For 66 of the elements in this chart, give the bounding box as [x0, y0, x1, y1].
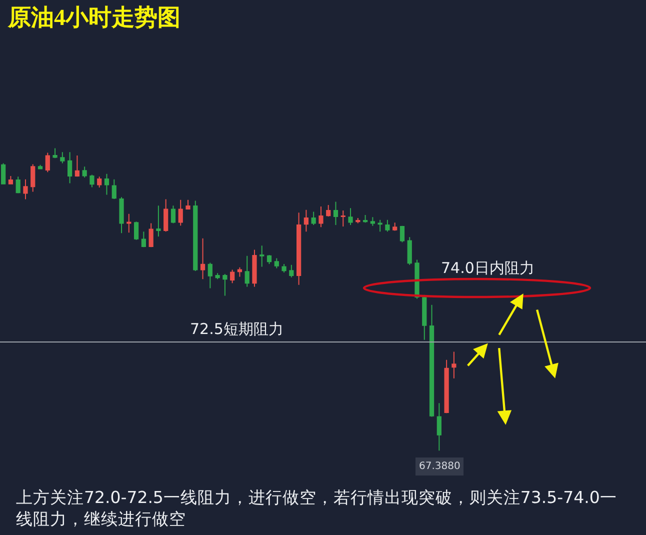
- candlestick: [164, 198, 168, 232]
- ref-line-label: 72.5短期阻力: [190, 320, 284, 338]
- candlestick: [156, 205, 161, 237]
- candlestick: [74, 154, 80, 178]
- candlestick: [244, 255, 250, 288]
- candlestick: [378, 219, 382, 232]
- candlestick: [68, 152, 72, 184]
- candlestick: [170, 205, 176, 224]
- candlestick: [52, 148, 58, 159]
- candlestick: [60, 152, 65, 164]
- candlestick: [429, 304, 434, 418]
- candlestick: [348, 208, 353, 226]
- candlestick: [178, 199, 183, 226]
- candlestick: [407, 236, 412, 266]
- candlestick: [16, 176, 20, 194]
- candlestick: [274, 258, 279, 269]
- candlestick: [200, 238, 206, 280]
- candlestick: [208, 262, 212, 289]
- candlestick: [452, 351, 456, 379]
- candlestick: [333, 201, 338, 226]
- candlestick: [436, 402, 442, 452]
- candlestick: [45, 152, 50, 173]
- candlestick: [370, 216, 375, 226]
- candlestick: [141, 231, 146, 248]
- candlestick: [97, 176, 102, 188]
- candlestick: [186, 199, 190, 210]
- text: 上方关注72.0-72.5一线阻力，进行做空，若行情出现突破，则关注73.5-74.0一线阻力，继续进行做空: [16, 488, 617, 528]
- candlestick: [400, 225, 405, 243]
- candlestick: [38, 164, 43, 170]
- candlestick: [134, 221, 139, 240]
- annotation: 67.3880: [419, 461, 460, 472]
- candlestick: [8, 176, 14, 185]
- candlestick: [82, 166, 87, 178]
- candlestick: [215, 272, 220, 280]
- candlestick: [326, 204, 331, 218]
- candlestick: [311, 211, 316, 226]
- candlestick: [237, 266, 242, 278]
- candlestick: [1, 162, 6, 185]
- candlestick: [362, 214, 368, 224]
- candlestick: [252, 249, 257, 288]
- candlestick: [104, 173, 110, 196]
- candlestick: [23, 178, 28, 200]
- candlestick: [385, 219, 390, 232]
- candlestick: [282, 264, 286, 273]
- candlestick: [289, 264, 294, 278]
- candlestick: [119, 196, 124, 234]
- chart-title: 原油4小时走势图: [7, 5, 180, 30]
- candlestick: [193, 200, 198, 272]
- candlestick: [30, 164, 36, 192]
- candlestick: [126, 213, 132, 234]
- candlestick: [422, 294, 427, 340]
- candlestick: [222, 274, 228, 296]
- candlestick: [148, 222, 154, 248]
- candlestick: [392, 222, 398, 232]
- annotation: 74.0日内阻力: [441, 259, 534, 277]
- candlestick: [112, 178, 116, 200]
- candlestick: [340, 210, 346, 228]
- candlestick: [230, 269, 235, 284]
- candlestick: [444, 359, 449, 414]
- candlestick: [318, 206, 324, 228]
- candlestick: [90, 174, 94, 188]
- candlestick: [356, 218, 360, 224]
- candlestick: [266, 254, 272, 265]
- candlestick: [304, 209, 308, 232]
- candlestick: [296, 212, 302, 286]
- candlestick: [260, 245, 264, 268]
